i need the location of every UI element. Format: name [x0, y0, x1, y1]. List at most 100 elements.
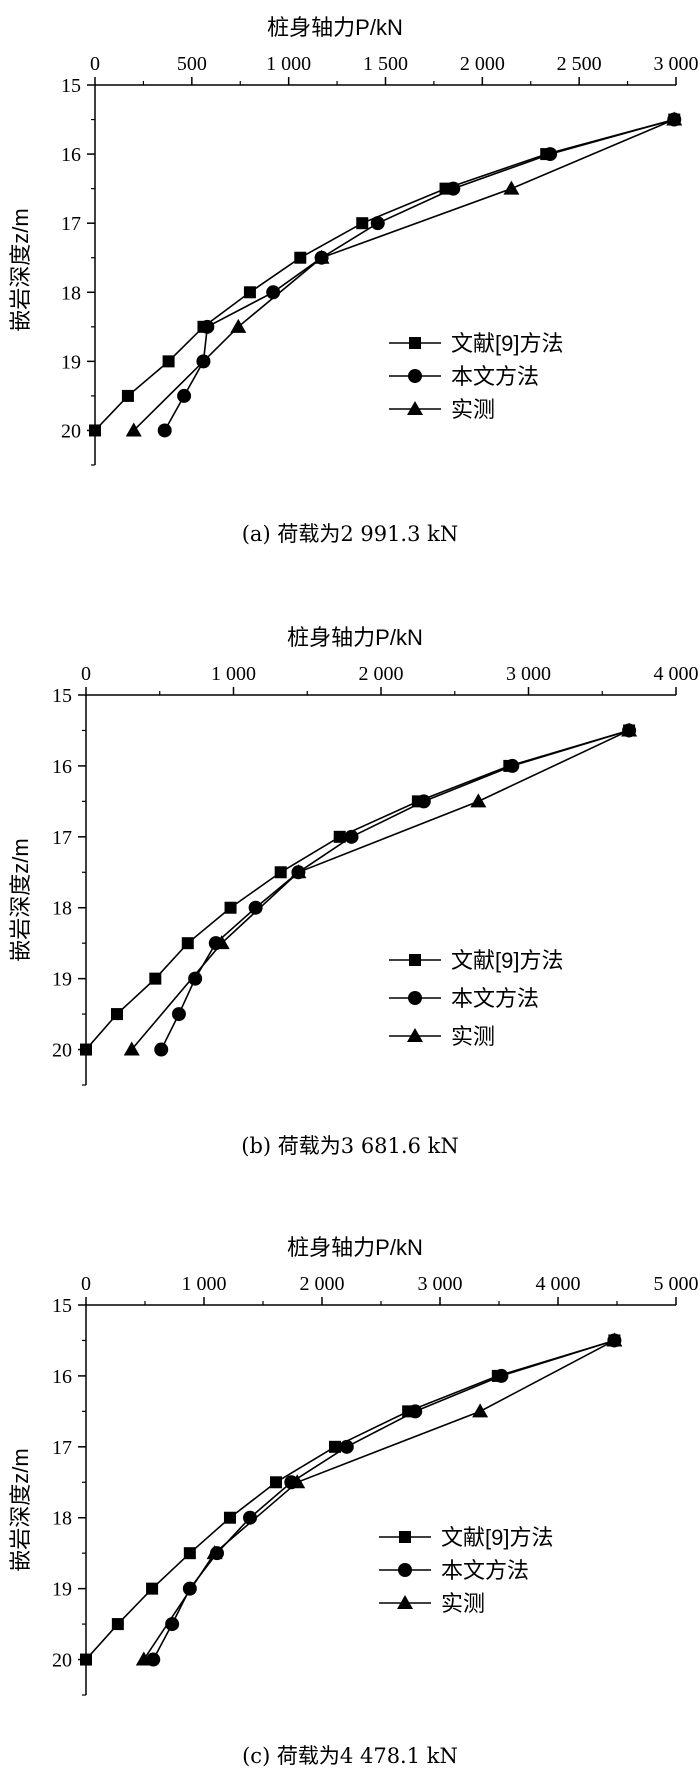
chart-c-y-tick-label: 20 — [52, 1650, 72, 1672]
chart-c-data-point-1 — [223, 1511, 236, 1524]
chart-a-data-point-2 — [177, 388, 192, 403]
chart-c-data-point-1 — [111, 1618, 124, 1631]
chart-a-data-point-3 — [125, 422, 142, 437]
chart-b-legend-marker-2 — [408, 991, 422, 1005]
chart-b-data-point-2 — [171, 1007, 186, 1022]
chart-c-x-tick-label: 4 000 — [536, 1273, 581, 1295]
chart-b-data-point-1 — [149, 972, 162, 985]
chart-c-x-tick-label: 1 000 — [182, 1273, 227, 1295]
chart-a-y-tick-label: 15 — [61, 75, 81, 97]
chart-b-data-point-2 — [188, 971, 203, 986]
chart-c-series-line-3 — [143, 1339, 615, 1660]
chart-c-data-point-1 — [146, 1582, 159, 1595]
chart-c-y-tick-label: 17 — [52, 1437, 72, 1459]
chart-c-y-tick-label: 15 — [52, 1295, 72, 1317]
chart-b-x-tick-label: 1 000 — [211, 663, 256, 685]
chart-c-legend-label-1: 文献[9]方法 — [441, 1525, 553, 1550]
chart-c-data-point-2 — [339, 1439, 354, 1454]
chart-a-series-line-1 — [94, 118, 675, 432]
chart-b-x-tick-label: 4 000 — [654, 663, 699, 685]
chart-a-data-point-2 — [157, 423, 172, 438]
chart-b-data-point-1 — [274, 866, 287, 879]
chart-b-series-line-3 — [131, 729, 630, 1051]
chart-c-legend-label-3: 实测 — [441, 1591, 485, 1616]
chart-c-series-line-1 — [85, 1339, 615, 1661]
chart-c-data-point-2 — [408, 1404, 423, 1419]
chart-c-data-point-3 — [289, 1474, 306, 1489]
chart-c-data-point-1 — [80, 1653, 92, 1666]
caption-c: (c) 荷载为4 478.1 kN — [242, 1744, 458, 1768]
chart-b-data-point-1 — [333, 830, 346, 843]
chart-a-data-point-1 — [243, 286, 256, 299]
chart-c-data-point-2 — [243, 1510, 258, 1525]
chart-a-y-tick-label: 16 — [61, 144, 81, 166]
chart-b-y-tick-label: 19 — [52, 969, 72, 991]
chart-a-data-point-1 — [121, 389, 134, 402]
chart-c-legend-marker-3 — [397, 1595, 413, 1609]
chart-a-data-point-1 — [294, 251, 307, 264]
chart-c-data-point-1 — [183, 1547, 196, 1560]
chart-b-data-point-3 — [213, 935, 230, 950]
chart-c-data-point-3 — [206, 1545, 223, 1560]
chart-a-data-point-2 — [370, 216, 385, 231]
caption-a: (a) 荷载为2 991.3 kN — [241, 522, 459, 546]
caption-b: (b) 荷载为3 681.6 kN — [241, 1134, 459, 1158]
chart-b-legend-label-3: 实测 — [451, 1024, 495, 1049]
chart-b-data-point-1 — [224, 901, 237, 914]
chart-b-data-point-3 — [470, 793, 487, 808]
chart-c-y-axis-title: 嵌岩深度z/m — [8, 1448, 33, 1571]
chart-c-data-point-2 — [165, 1617, 180, 1632]
chart-b-data-point-2 — [248, 900, 263, 915]
chart-b-data-point-2 — [344, 829, 359, 844]
chart-a-x-tick-label: 500 — [177, 53, 207, 75]
chart-a-legend-marker-1 — [409, 337, 421, 349]
chart-a-data-point-3 — [313, 249, 330, 264]
chart-c-y-tick-label: 18 — [52, 1508, 72, 1530]
chart-b-y-tick-label: 15 — [52, 685, 72, 707]
chart-a-legend-label-3: 实测 — [451, 397, 495, 422]
chart-b-x-tick-label: 2 000 — [359, 663, 404, 685]
chart-b-y-tick-label: 17 — [52, 827, 72, 849]
chart-a-x-tick-label: 1 500 — [363, 53, 408, 75]
chart-b-data-point-3 — [123, 1041, 140, 1056]
chart-c-data-point-2 — [494, 1368, 509, 1383]
chart-b-data-point-2 — [154, 1042, 169, 1057]
chart-a-data-point-1 — [162, 355, 175, 368]
chart-c-x-tick-label: 3 000 — [418, 1273, 463, 1295]
chart-a-legend-marker-2 — [408, 369, 422, 383]
chart-c-data-point-1 — [269, 1476, 282, 1489]
chart-b-y-tick-label: 18 — [52, 898, 72, 920]
chart-a-y-axis-title: 嵌岩深度z/m — [8, 208, 33, 331]
chart-a-legend-marker-3 — [407, 401, 423, 415]
chart-a-data-point-2 — [543, 147, 558, 162]
chart-b-x-axis-title: 桩身轴力P/kN — [287, 625, 423, 650]
chart-c-data-point-1 — [328, 1440, 341, 1453]
chart-b-series-line-2 — [160, 729, 630, 1050]
chart-a-y-tick-label: 19 — [61, 351, 81, 373]
chart-a-series-line-2 — [164, 118, 675, 431]
chart-b-data-point-2 — [505, 758, 520, 773]
chart-a-x-tick-label: 1 000 — [266, 53, 311, 75]
chart-a-data-point-1 — [356, 217, 369, 230]
chart-a-legend-label-1: 文献[9]方法 — [451, 331, 563, 356]
chart-a-y-tick-label: 17 — [61, 213, 81, 235]
chart-b-series-line-1 — [85, 729, 630, 1051]
chart-c-x-axis-title: 桩身轴力P/kN — [287, 1235, 423, 1260]
chart-a-x-tick-label: 2 000 — [460, 53, 505, 75]
chart-c-y-tick-label: 16 — [52, 1366, 72, 1388]
chart-b-legend-marker-3 — [407, 1028, 423, 1042]
chart-b-legend-label-2: 本文方法 — [451, 986, 539, 1011]
chart-b-data-point-1 — [110, 1008, 123, 1021]
chart-b-legend-marker-1 — [409, 954, 421, 966]
chart-b-legend-label-1: 文献[9]方法 — [451, 948, 563, 973]
chart-b-y-tick-label: 20 — [52, 1040, 72, 1062]
chart-a-data-point-3 — [666, 111, 683, 126]
chart-b-data-point-3 — [290, 864, 307, 879]
chart-c-data-point-3 — [135, 1651, 152, 1666]
chart-a-x-tick-label: 0 — [90, 53, 100, 75]
chart-a-y-tick-label: 20 — [61, 420, 81, 442]
chart-a-series-line-3 — [133, 118, 675, 432]
chart-a-x-tick-label: 2 500 — [557, 53, 602, 75]
chart-c-legend-label-2: 本文方法 — [441, 1558, 529, 1583]
